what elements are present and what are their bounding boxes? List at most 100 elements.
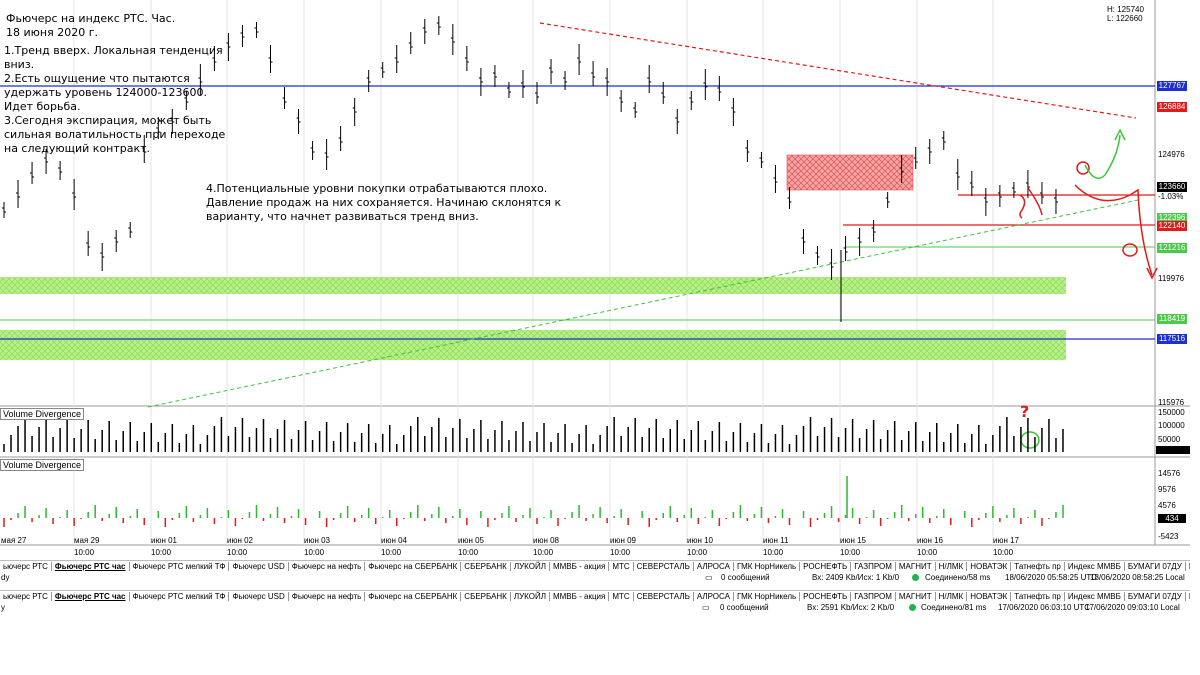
workspace-tab[interactable]: Фьючерс РТС час xyxy=(52,592,130,601)
workspace-tab[interactable]: Фьючерс на нефть xyxy=(289,562,366,571)
time-label: 10:00 xyxy=(151,548,172,557)
workspace-tab[interactable]: БУМАГИ 07ДУ xyxy=(1125,562,1186,571)
price-scale-change: -1.03% xyxy=(1158,192,1184,201)
messages-icon: ▭ xyxy=(702,603,710,612)
price-label-blue-bottom: 117516 xyxy=(1157,334,1187,344)
workspace-tab[interactable]: ММВБ - акция xyxy=(550,562,610,571)
status-time-utc: 18/06/2020 05:58:25 UTC xyxy=(1005,573,1098,582)
workspace-tab[interactable]: Татнефть пр xyxy=(1011,562,1065,571)
workspace-tab[interactable]: МТС xyxy=(609,592,634,601)
workspace-tab[interactable]: ММВБ - акция xyxy=(550,592,610,601)
divergence-scale-14576: 14576 xyxy=(1158,469,1181,478)
workspace-tab[interactable]: Фьючерс USD xyxy=(229,562,289,571)
high-low-box: H: 125740 L: 122660 xyxy=(1107,5,1144,23)
workspace-tab[interactable]: РОСНЕФТЬ xyxy=(800,562,852,571)
workspace-tab[interactable]: Н/ЛМК xyxy=(936,592,968,601)
status-traffic: Вх: 2409 Kb/Исх: 1 Kb/0 xyxy=(812,573,900,582)
workspace-tab[interactable]: Фьючерс РТС мелкий ТФ xyxy=(130,562,230,571)
workspace-tab[interactable]: МАГНИТ xyxy=(896,562,936,571)
question-mark-annotation xyxy=(1019,194,1026,219)
price-label-green-2: 121216 xyxy=(1157,243,1187,253)
workspace-tab[interactable]: СБЕРБАНК xyxy=(461,562,511,571)
status-connect: Соединено/81 ms xyxy=(921,603,987,612)
divergence-scale-4576: 4576 xyxy=(1158,501,1176,510)
workspace-tab[interactable]: Фьючерс USD xyxy=(229,592,289,601)
workspace-tabs-2: ьючерс РТС Фьючерс РТС час Фьючерс РТС мел… xyxy=(0,590,1190,602)
status-messages[interactable]: 0 сообщений xyxy=(720,603,769,612)
status-connect: Соединено/58 ms xyxy=(925,573,991,582)
workspace-tab[interactable]: Фьючерс на СБЕРБАНК xyxy=(365,592,462,601)
time-label: 10:00 xyxy=(304,548,325,557)
volume-circle-annotation xyxy=(1020,431,1040,449)
date-label: июн 16 xyxy=(917,536,944,545)
price-scale-119976: 119976 xyxy=(1158,274,1185,283)
workspace-tab[interactable]: АЛРОСА xyxy=(694,562,734,571)
status-bar-1: dy ▭ 0 сообщений Вх: 2409 Kb/Исх: 1 Kb/0… xyxy=(0,573,1190,584)
price-label-red-2: 122140 xyxy=(1157,221,1187,231)
workspace-tab[interactable]: ГАЗПРОМ xyxy=(851,562,896,571)
price-scale-124976: 124976 xyxy=(1158,150,1185,159)
divergence-pane-title: Volume Divergence xyxy=(0,459,85,471)
workspace-tab[interactable]: ГМК НорНикель xyxy=(734,592,801,601)
workspace-tab[interactable]: РОСНЕФТЬ xyxy=(800,592,852,601)
workspace-tab[interactable]: ГМК НорНикель xyxy=(734,562,801,571)
time-label: 10:00 xyxy=(533,548,554,557)
workspace-tab[interactable]: Фьючерс на СБЕРБАНК xyxy=(365,562,462,571)
workspace-tab[interactable]: НОВАТЭК xyxy=(967,592,1012,601)
price-scale-115976: 115976 xyxy=(1158,398,1185,407)
workspace-tab[interactable]: БУМАГИ 07ДУ xyxy=(1125,592,1186,601)
support-zone-upper xyxy=(0,277,1066,294)
workspace-tab[interactable]: АЛРОСА xyxy=(694,592,734,601)
price-label-current: 123660 xyxy=(1157,182,1187,192)
date-label: июн 04 xyxy=(381,536,408,545)
workspace-tab[interactable]: Empty WS xyxy=(1186,592,1190,601)
workspace-tab[interactable]: Татнефть пр xyxy=(1011,592,1065,601)
status-messages[interactable]: 0 сообщений xyxy=(721,573,770,582)
workspace-tab[interactable]: Фьючерс на нефть xyxy=(289,592,366,601)
high-value: H: 125740 xyxy=(1107,5,1144,14)
notes-point4: 4.Потенциальные уровни покупки отрабатыв… xyxy=(206,182,562,223)
support-zone-lower xyxy=(0,330,1066,360)
workspace-tab[interactable]: Индекс ММВБ xyxy=(1065,562,1125,571)
uptrend-line xyxy=(147,199,1139,408)
workspace-tab[interactable]: МАГНИТ xyxy=(896,592,936,601)
status-left: dy xyxy=(1,573,10,582)
date-label: июн 15 xyxy=(840,536,867,545)
workspace-tab[interactable]: ГАЗПРОМ xyxy=(851,592,896,601)
chart-area[interactable] xyxy=(0,0,1200,560)
workspace-tab[interactable]: СЕВЕРСТАЛЬ xyxy=(634,592,694,601)
down-arrow-annotation xyxy=(1027,187,1043,216)
question-annotation: ? xyxy=(1020,402,1030,421)
workspace-tab[interactable]: Н/ЛМК xyxy=(936,562,968,571)
workspace-tab[interactable]: Empty WS xyxy=(1186,562,1190,571)
volume-pane-title: Volume Divergence xyxy=(0,408,85,420)
price-chart-canvas[interactable] xyxy=(0,0,1200,560)
price-label-green-3: 118419 xyxy=(1157,314,1187,324)
workspace-tab[interactable]: ЛУКОЙЛ xyxy=(511,592,550,601)
date-label: июн 01 xyxy=(151,536,178,545)
workspace-tab[interactable]: Индекс ММВБ xyxy=(1065,592,1125,601)
time-label: 10:00 xyxy=(917,548,938,557)
date-label: июн 17 xyxy=(993,536,1020,545)
date-label: июн 08 xyxy=(533,536,560,545)
volume-scale-150000: 150000 xyxy=(1158,408,1185,417)
time-label: 10:00 xyxy=(993,548,1014,557)
workspace-tab[interactable]: СЕВЕРСТАЛЬ xyxy=(634,562,694,571)
resistance-zone xyxy=(786,154,914,191)
workspace-tab[interactable]: СБЕРБАНК xyxy=(461,592,511,601)
workspace-tab[interactable]: МТС xyxy=(609,562,634,571)
workspace-tab[interactable]: НОВАТЭК xyxy=(967,562,1012,571)
price-label-blue-top: 127767 xyxy=(1157,81,1187,91)
time-label: 10:00 xyxy=(840,548,861,557)
workspace-tab[interactable]: ЛУКОЙЛ xyxy=(511,562,550,571)
divergence-scale-neg5423: -5423 xyxy=(1158,532,1179,541)
arrow-head-icon xyxy=(1146,267,1158,280)
workspace-tab[interactable]: ьючерс РТС xyxy=(0,592,52,601)
workspace-tab[interactable]: Фьючерс РТС час xyxy=(52,562,130,571)
time-label: 10:00 xyxy=(458,548,479,557)
arrow-head-icon xyxy=(1114,128,1126,141)
divergence-badge: 434 xyxy=(1158,514,1186,523)
workspace-tab[interactable]: ьючерс РТС xyxy=(0,562,52,571)
price-label-green-1: 122396 xyxy=(1157,213,1187,223)
workspace-tab[interactable]: Фьючерс РТС мелкий ТФ xyxy=(130,592,230,601)
